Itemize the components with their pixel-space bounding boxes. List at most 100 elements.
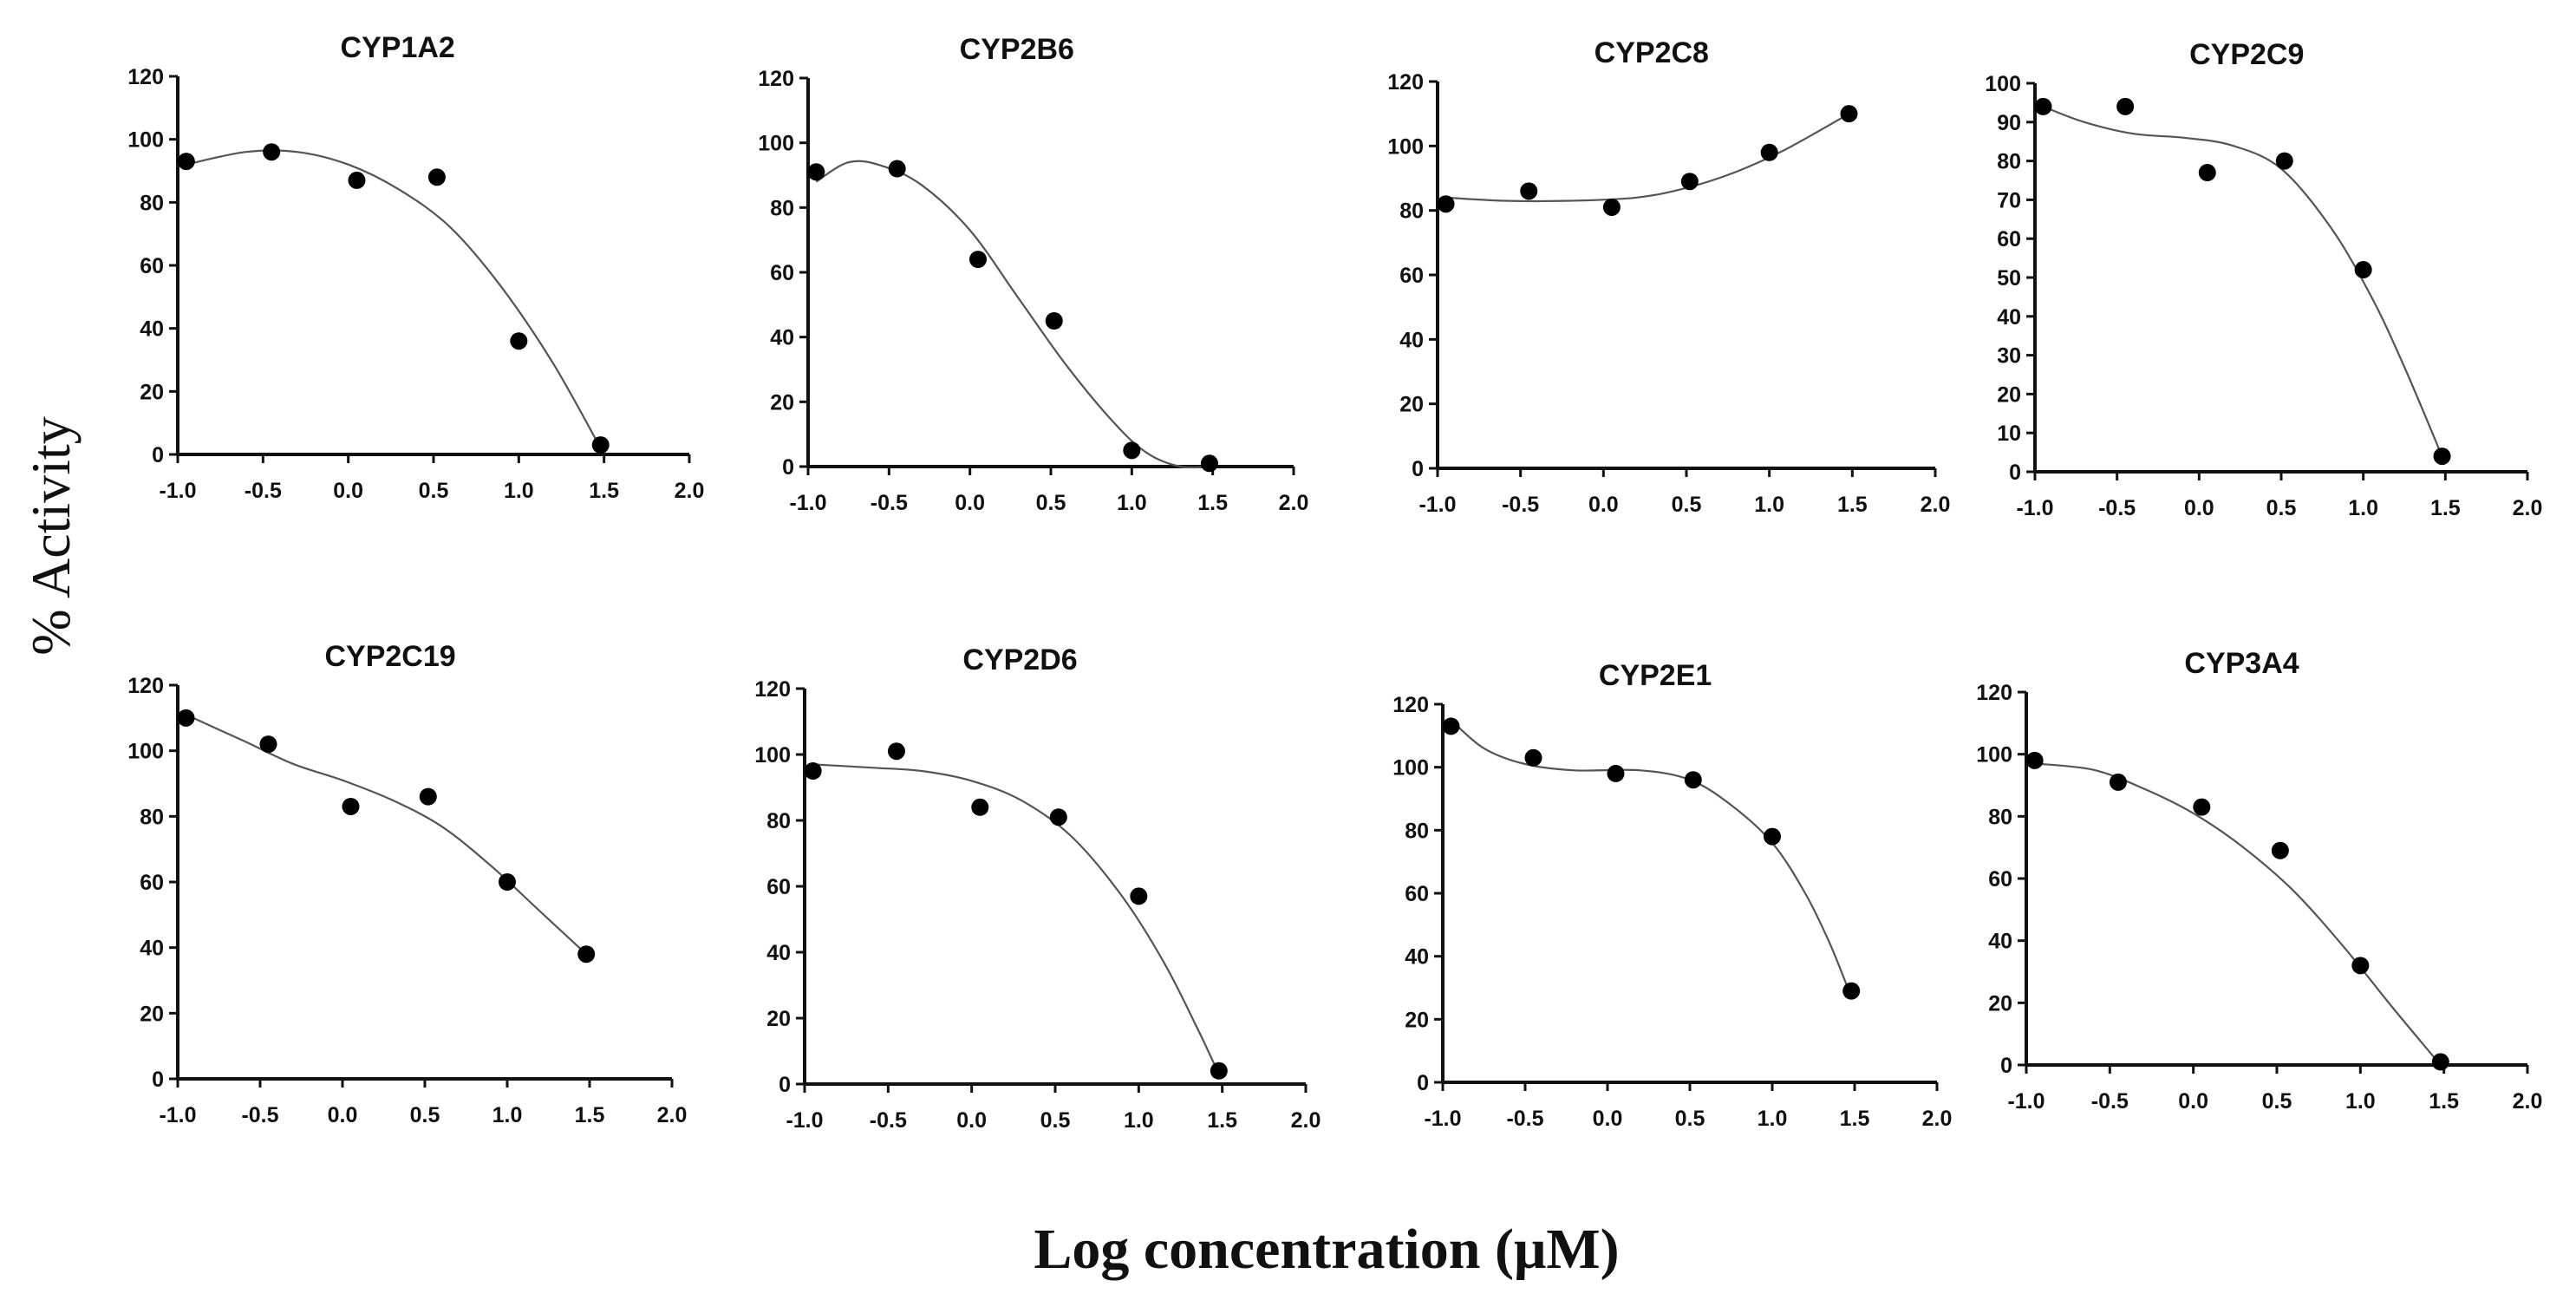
chart-panel: 0 20 40 60 80 100 120 -1.0 -0.5 0.0 0.5 1.0 1.5 2.0 CY… [1392,659,1952,1131]
y-tick-label: 40 [766,941,791,965]
x-tick-label: 1.5 [2430,496,2461,520]
data-point [348,171,366,189]
x-tick-label: 0.0 [1588,493,1619,517]
data-point [1130,887,1148,905]
data-point [1520,182,1538,200]
y-tick-label: 60 [1405,882,1429,906]
data-point [2109,773,2127,791]
y-tick-label: 120 [758,67,794,91]
y-tick-label: 0 [2009,461,2021,485]
y-tick-label: 100 [127,128,164,153]
x-tick-label: -0.5 [241,1103,278,1127]
data-point [2275,152,2293,170]
x-tick-label: 1.5 [2429,1089,2459,1114]
x-tick-label: 0.0 [1593,1107,1623,1131]
y-tick-label: 30 [1997,344,2021,369]
data-point [1045,312,1063,330]
x-tick-label: -1.0 [159,479,196,503]
data-point [591,436,610,454]
x-tick-label: -1.0 [1418,493,1456,517]
y-tick-label: 40 [140,937,164,961]
x-tick-label: -0.5 [2098,496,2136,520]
fit-curve [1450,719,1853,998]
x-tick-label: 1.0 [504,479,534,503]
y-tick-label: 60 [140,254,164,278]
x-tick-label: 2.0 [1921,493,1951,517]
panels: 0 20 40 60 80 100 120 -1.0 -0.5 0.0 0.5 1.0 1.5 2.0 CY… [127,31,2542,1133]
chart-title: CYP2C19 [324,640,455,673]
x-axis-label: Log concentration (μM) [1034,1218,1619,1281]
y-tick-label: 100 [1976,743,2012,768]
chart-panel: 0 10 20 30 40 50 60 70 80 90 100 -1.0 -0.5 0.0 0.5 1.0 1… [1985,38,2542,520]
x-tick-label: 1.5 [589,479,619,503]
y-tick-label: 0 [779,1073,791,1097]
x-tick-label: -0.5 [2091,1089,2129,1114]
fit-curve [2043,105,2443,457]
y-tick-label: 60 [1988,867,2012,892]
x-tick-label: 0.0 [2184,496,2214,520]
data-point [177,709,195,727]
chart-panel: 0 20 40 60 80 100 120 -1.0 -0.5 0.0 0.5 1.0 1.5 2.0 CY… [127,31,704,503]
y-axis-label: % Activity [20,416,82,656]
data-point [1200,454,1218,473]
fit-curve [2034,762,2442,1066]
x-tick-label: 0.0 [2178,1089,2208,1114]
x-tick-label: 1.5 [1837,493,1868,517]
y-tick-label: 70 [1997,188,2021,212]
x-tick-label: -1.0 [2007,1089,2044,1114]
y-tick-label: 80 [766,809,791,833]
x-tick-label: 0.0 [333,479,363,503]
data-point [1524,748,1542,767]
fit-curve [815,160,1210,469]
data-point [2025,751,2044,769]
x-tick-label: 2.0 [657,1103,688,1127]
fit-curve [186,714,587,956]
data-point [971,798,989,816]
y-tick-label: 0 [152,1068,164,1092]
y-tick-label: 120 [127,65,164,89]
x-tick-label: 0.5 [1040,1108,1071,1133]
data-point [2354,261,2372,279]
y-tick-label: 20 [1997,382,2021,407]
x-tick-label: 2.0 [1922,1107,1953,1131]
data-point [263,143,281,161]
x-tick-label: 0.0 [328,1103,358,1127]
y-tick-label: 20 [770,390,794,415]
x-tick-label: 1.5 [575,1103,605,1127]
y-tick-label: 80 [1399,199,1424,224]
y-tick-label: 0 [152,443,164,467]
x-tick-label: -0.5 [245,479,282,503]
y-tick-label: 80 [770,196,794,220]
data-point [510,332,528,350]
x-tick-label: 2.0 [675,479,705,503]
y-tick-label: 40 [140,317,164,342]
data-point [419,787,437,806]
x-tick-label: 1.5 [1207,1108,1237,1133]
chart-title: CYP3A4 [2184,647,2299,680]
data-point [888,160,906,178]
x-tick-label: 1.0 [1117,491,1147,515]
data-point [499,873,516,891]
data-point [807,163,825,181]
x-tick-label: -1.0 [1424,1107,1461,1131]
y-tick-label: 40 [1405,945,1429,970]
y-tick-label: 120 [754,677,791,702]
y-tick-label: 0 [1412,457,1424,481]
data-point [804,762,822,780]
y-tick-label: 80 [1405,819,1429,843]
x-tick-label: 1.0 [1758,1107,1788,1131]
data-point [1764,827,1781,846]
data-point [1442,717,1460,735]
data-point [577,945,596,964]
x-tick-label: -0.5 [871,491,908,515]
x-tick-label: 0.5 [2262,1089,2292,1114]
chart-title: CYP2C9 [2189,38,2304,71]
x-tick-label: 1.0 [492,1103,523,1127]
y-tick-label: 20 [140,380,164,404]
x-tick-label: 0.0 [956,1108,987,1133]
x-tick-label: 2.0 [1291,1108,1321,1133]
chart-panel: 0 20 40 60 80 100 120 -1.0 -0.5 0.0 0.5 1.0 1.5 2.0 CY… [1976,647,2542,1114]
x-tick-label: -1.0 [786,1108,823,1133]
data-point [2034,97,2052,115]
